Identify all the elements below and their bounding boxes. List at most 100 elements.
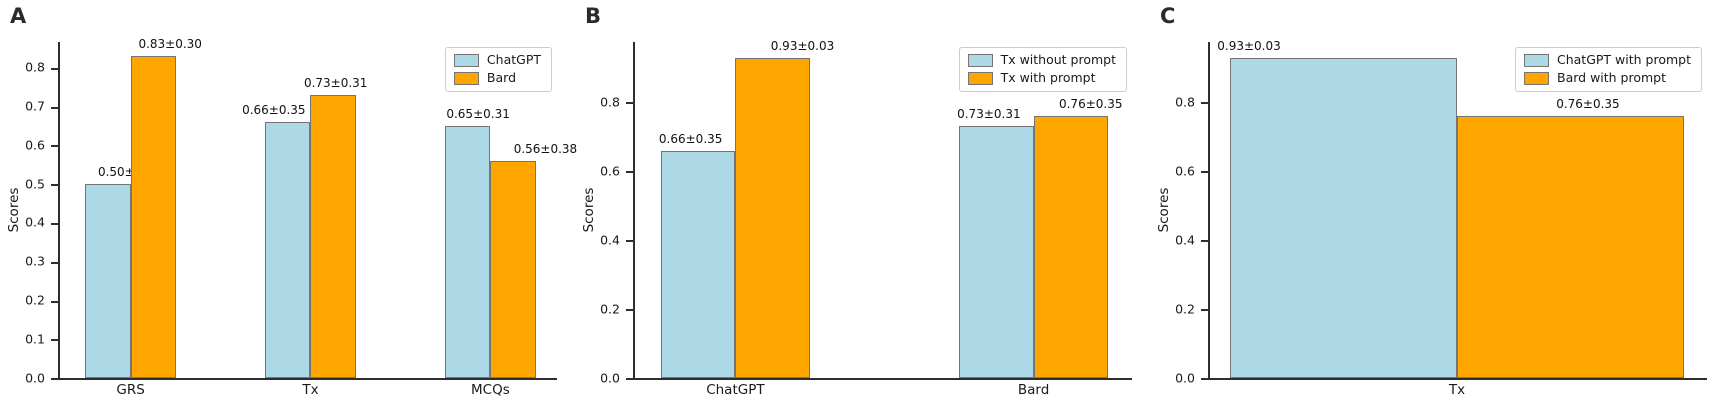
y-tick-mark bbox=[51, 145, 58, 148]
y-tick-label: 0.1 bbox=[25, 331, 45, 346]
y-tick-label: 0.2 bbox=[25, 292, 45, 308]
bar-value-label: 0.56±0.38 bbox=[513, 141, 578, 156]
bar-value-label: 0.93±0.03 bbox=[770, 38, 835, 53]
y-tick-label: 0.8 bbox=[25, 59, 45, 75]
legend-swatch bbox=[1524, 72, 1549, 85]
y-axis-label: Scores bbox=[581, 187, 597, 233]
y-tick-label: 0.3 bbox=[25, 253, 45, 269]
legend-item: Tx with prompt bbox=[967, 70, 1116, 86]
y-tick-mark bbox=[1201, 102, 1208, 105]
y-tick-mark bbox=[626, 378, 633, 380]
x-category-label: Tx bbox=[1448, 382, 1466, 398]
y-tick-mark bbox=[51, 67, 58, 70]
y-tick-mark bbox=[626, 102, 633, 105]
legend-item: ChatGPT with prompt bbox=[1524, 54, 1691, 67]
bar bbox=[490, 160, 536, 378]
plot-area-a: Scores0.00.10.20.30.40.50.60.70.8GRS0.50… bbox=[6, 38, 577, 396]
bar-value-label: 0.83±0.30 bbox=[138, 37, 202, 52]
legend-item: Tx without prompt bbox=[967, 52, 1116, 68]
y-tick-label: 0.5 bbox=[25, 175, 45, 191]
bar bbox=[1229, 57, 1457, 378]
plot-area-c: Scores 0.0 0.2 0.4 0.6 0.8 Tx 0.93±0.03 0.76±0.3… bbox=[1156, 38, 1707, 397]
y-tick-label: 0.2 bbox=[1175, 300, 1195, 316]
bar-value-label: 0.73±0.31 bbox=[957, 107, 1021, 122]
y-tick-label: 0.8 bbox=[1175, 94, 1195, 110]
y-tick-label: 0.0 bbox=[25, 369, 45, 385]
legend-label: Tx without prompt bbox=[1000, 52, 1116, 68]
x-category-label: Bard bbox=[1017, 382, 1050, 398]
y-axis-label: Scores bbox=[1156, 187, 1172, 233]
panel-a: A Scores 0.0 0.1 0.2 0.3 0.4 0.5 0.6 0.7 0.8 GRS 0.… bbox=[0, 0, 577, 404]
y-tick-mark bbox=[1201, 171, 1208, 174]
y-tick-label: 0.4 bbox=[25, 214, 45, 230]
y-tick-mark bbox=[1201, 240, 1208, 243]
legend-swatch bbox=[453, 54, 479, 67]
legend-label: ChatGPT bbox=[486, 52, 541, 68]
y-tick-label: 0.6 bbox=[1175, 162, 1195, 178]
bar bbox=[444, 126, 491, 378]
legend: ChatGPT Bard bbox=[444, 47, 552, 92]
panel-letter-c: C bbox=[1160, 4, 1176, 28]
panel-letter-a: A bbox=[10, 4, 27, 28]
legend-item: Bard bbox=[453, 70, 541, 86]
bar-value-label: 0.65±0.31 bbox=[446, 107, 510, 122]
bar-value-label: 0.66±0.35 bbox=[658, 131, 723, 146]
y-tick-label: 0.0 bbox=[1175, 369, 1195, 385]
bar bbox=[1457, 116, 1685, 378]
legend-label: Tx with prompt bbox=[1000, 70, 1096, 86]
y-tick-mark bbox=[626, 240, 633, 243]
bar-value-label: 0.93±0.03 bbox=[1217, 38, 1281, 53]
legend-item: Bard with prompt bbox=[1524, 72, 1691, 85]
legend-swatch bbox=[453, 72, 479, 85]
legend: Tx without prompt Tx with prompt bbox=[958, 47, 1127, 92]
y-tick-mark bbox=[51, 222, 58, 225]
y-tick-mark bbox=[626, 309, 633, 312]
bar bbox=[735, 57, 810, 378]
y-tick-label: 0.2 bbox=[600, 300, 620, 316]
y-tick-mark bbox=[51, 106, 58, 109]
x-category-label: ChatGPT bbox=[706, 382, 765, 398]
y-tick-label: 0.6 bbox=[25, 137, 45, 153]
legend-label: Bard with prompt bbox=[1557, 70, 1667, 86]
legend-swatch bbox=[967, 54, 993, 67]
bar bbox=[660, 150, 736, 378]
y-tick-mark bbox=[51, 261, 58, 264]
x-category-label: MCQs bbox=[471, 382, 510, 398]
bar bbox=[1033, 116, 1109, 378]
legend-swatch bbox=[1524, 54, 1549, 67]
legend-swatch bbox=[967, 72, 993, 85]
panel-letter-b: B bbox=[585, 4, 602, 28]
y-tick-label: 0.8 bbox=[600, 94, 620, 110]
bar bbox=[310, 95, 356, 378]
x-category-label: Tx bbox=[302, 382, 319, 398]
bar bbox=[265, 122, 311, 378]
y-tick-mark bbox=[51, 339, 58, 342]
bar-value-label: 0.76±0.35 bbox=[1556, 97, 1620, 112]
y-tick-mark bbox=[51, 300, 58, 303]
plot-area-b: Scores 0.0 0.2 0.4 0.6 0.8 ChatGPT 0.66±0.35 0.9… bbox=[581, 38, 1132, 397]
legend-label: Bard bbox=[486, 70, 517, 86]
x-category-label: GRS bbox=[116, 382, 145, 398]
panel-c: C Scores 0.0 0.2 0.4 0.6 0.8 Tx 0.93±0.03 0.76±0… bbox=[1150, 0, 1725, 404]
y-tick-mark bbox=[1201, 378, 1208, 380]
y-tick-label: 0.4 bbox=[1175, 231, 1195, 247]
y-tick-label: 0.6 bbox=[600, 162, 620, 178]
legend-label: ChatGPT with prompt bbox=[1557, 52, 1691, 68]
bar-value-label: 0.76±0.35 bbox=[1058, 97, 1123, 112]
bar bbox=[130, 56, 177, 378]
y-tick-mark bbox=[51, 378, 58, 380]
y-tick-mark bbox=[51, 184, 58, 187]
legend-item: ChatGPT bbox=[453, 52, 541, 68]
legend: ChatGPT with prompt Bard with prompt bbox=[1515, 47, 1702, 92]
y-tick-mark bbox=[626, 171, 633, 174]
panel-b: B Scores 0.0 0.2 0.4 0.6 0.8 ChatGPT 0.66±0.35 0… bbox=[575, 0, 1150, 404]
bar bbox=[85, 184, 131, 378]
y-tick-label: 0.0 bbox=[600, 369, 620, 385]
y-axis-label: Scores bbox=[6, 187, 22, 233]
y-tick-label: 0.7 bbox=[25, 98, 45, 114]
bar-value-label: 0.73±0.31 bbox=[303, 76, 368, 91]
bar bbox=[959, 126, 1034, 378]
y-tick-mark bbox=[1201, 309, 1208, 312]
bar-value-label: 0.66±0.35 bbox=[242, 103, 306, 118]
